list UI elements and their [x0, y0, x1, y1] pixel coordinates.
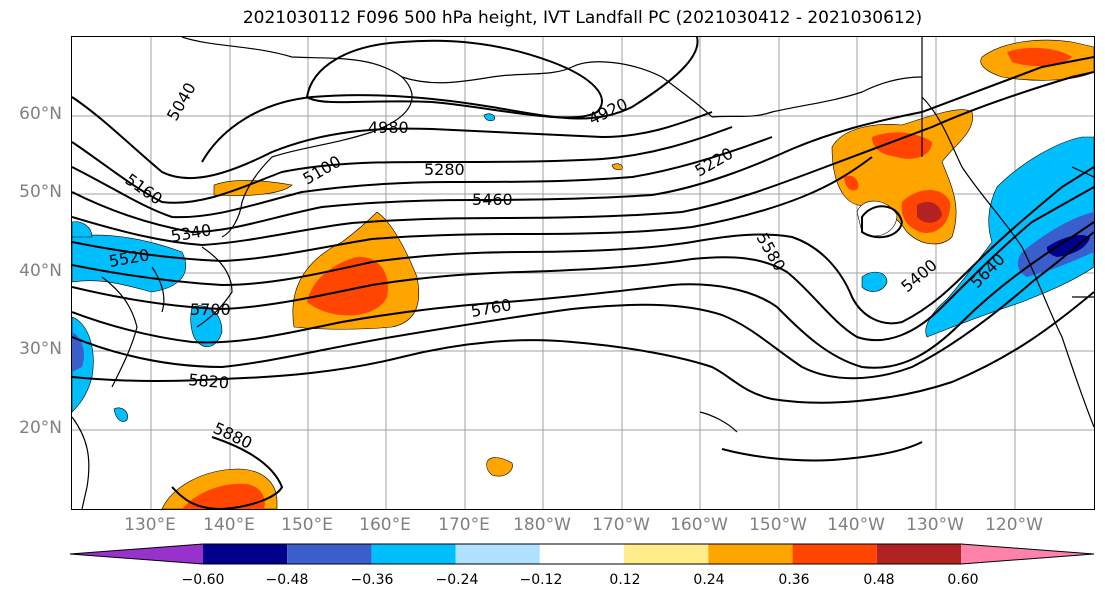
colorbar-segment [539, 544, 625, 564]
lat-label: 50°N [19, 182, 62, 202]
contour-label: 4980 [368, 118, 409, 137]
colorbar-tick-label: 0.60 [947, 572, 979, 588]
colorbar-segment [961, 544, 1094, 564]
lon-label: 120°W [985, 515, 1043, 535]
colorbar-segment [624, 544, 709, 564]
lon-label: 170°E [438, 515, 490, 535]
lon-label: 160°W [670, 515, 728, 535]
colorbar-tick-label: −0.12 [519, 572, 563, 588]
colorbar-segment [70, 544, 203, 564]
contour-label: 5340 [169, 220, 212, 246]
map-panel: 5040 4920 4980 5100 5160 5280 5220 5460 … [71, 36, 1095, 510]
colorbar-segment [708, 544, 793, 564]
height-contours [72, 37, 1094, 509]
colorbar-tick-label: −0.48 [265, 572, 309, 588]
contour-label: 5700 [190, 300, 231, 319]
lat-label: 30°N [19, 339, 62, 359]
colorbar-outline [69, 543, 1095, 565]
contour-label: 5160 [122, 170, 166, 209]
lon-label: 150°E [281, 515, 333, 535]
colorbar-tick-label: −0.60 [181, 572, 225, 588]
map-title: 2021030112 F096 500 hPa height, IVT Land… [242, 8, 923, 28]
colorbar-tick-label: −0.36 [350, 572, 394, 588]
contour-label: 5100 [300, 152, 345, 189]
colorbar [69, 543, 1095, 565]
colorbar-segments [69, 543, 1095, 565]
lat-label: 40°N [19, 261, 62, 281]
coastlines [72, 37, 1094, 509]
lon-label: 170°W [592, 515, 650, 535]
colorbar-tick-label: 0.36 [778, 572, 810, 588]
colorbar-segment [203, 544, 288, 564]
lon-label: 180°W [513, 515, 571, 535]
colorbar-tick-label: −0.24 [435, 572, 479, 588]
colorbar-tick-label: 0.24 [693, 572, 725, 588]
contour-label: 5460 [472, 190, 513, 209]
contour-label: 5820 [188, 370, 230, 392]
lon-label: 140°W [827, 515, 885, 535]
contour-label: 5400 [897, 255, 940, 296]
lat-label: 60°N [19, 104, 62, 124]
colorbar-tick-label: 0.12 [609, 572, 641, 588]
lon-label: 140°E [203, 515, 255, 535]
contour-label: 5280 [424, 160, 465, 179]
contour-label: 5880 [210, 418, 255, 452]
contour-label: 5040 [163, 79, 200, 124]
lon-label: 160°E [359, 515, 411, 535]
map-svg: 5040 4920 4980 5100 5160 5280 5220 5460 … [72, 37, 1094, 509]
contour-label: 4920 [586, 94, 631, 128]
colorbar-tick-label: 0.48 [863, 572, 895, 588]
colorbar-segment [371, 544, 456, 564]
contour-label: 5760 [469, 295, 512, 321]
lon-label: 150°W [749, 515, 807, 535]
colorbar-segment [792, 544, 877, 564]
lon-label: 130°E [124, 515, 176, 535]
lat-label: 20°N [19, 418, 62, 438]
colorbar-segment [876, 544, 961, 564]
colorbar-segment [455, 544, 540, 564]
lon-label: 130°W [906, 515, 964, 535]
ivt-shading [72, 39, 1094, 509]
colorbar-segment [287, 544, 372, 564]
